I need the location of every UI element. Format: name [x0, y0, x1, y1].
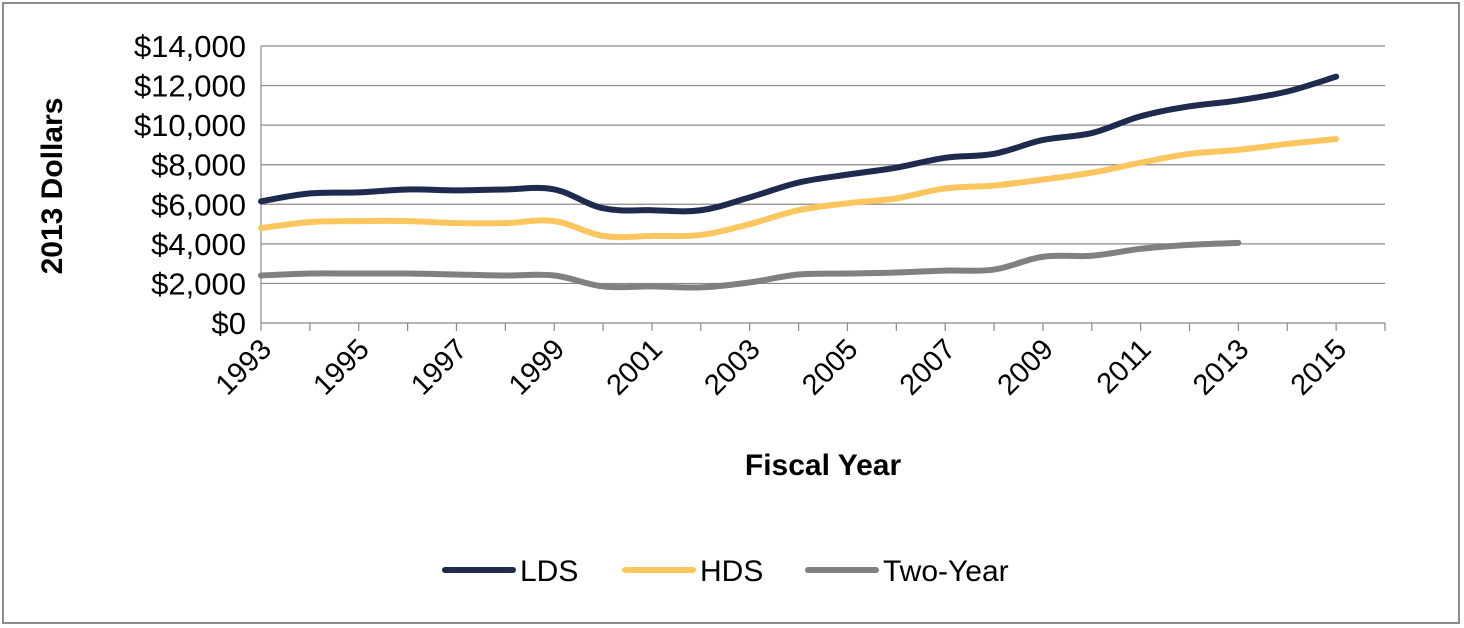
y-axis-title: 2013 Dollars [36, 98, 69, 275]
y-tick-labels: $0 $2,000 $4,000 $6,000 $8,000 $10,000 $12,000… [134, 29, 246, 341]
legend: LDS HDS Two-Year [442, 555, 1009, 588]
y-tick-label: $0 [212, 306, 246, 341]
gridlines [261, 45, 1385, 285]
x-tick-label: 2009 [992, 333, 1060, 401]
x-tick-label: 1999 [503, 333, 571, 401]
x-tick-label: 2001 [601, 333, 669, 401]
y-tick-label: $10,000 [134, 108, 246, 143]
x-tick-label: 1993 [210, 333, 278, 401]
legend-label-lds: LDS [520, 555, 578, 588]
x-axis-title: Fiscal Year [745, 449, 902, 482]
x-tick-label: 2013 [1187, 333, 1255, 401]
series-line-two-year [258, 239, 1242, 291]
x-tick-labels: 1993 1995 1997 1999 2001 2003 2005 2007 2009 2011… [210, 333, 1353, 401]
y-tick-label: $2,000 [151, 266, 246, 301]
legend-label-two-year: Two-Year [883, 555, 1009, 588]
x-tick-label: 2011 [1091, 333, 1158, 400]
legend-label-hds: HDS [700, 555, 763, 588]
y-tick-label: $6,000 [151, 187, 246, 222]
y-tick-label: $14,000 [134, 29, 246, 64]
y-tick-label: $4,000 [151, 227, 246, 262]
x-tick-label: 2003 [698, 333, 766, 401]
y-tick-label: $8,000 [151, 148, 246, 183]
x-tick-label: 2007 [894, 333, 962, 401]
x-tick-label: 2015 [1285, 333, 1353, 401]
y-tick-label: $12,000 [134, 69, 246, 104]
x-tick-label: 2005 [796, 333, 864, 401]
series-line-lds [258, 73, 1340, 215]
series-lines [258, 73, 1340, 291]
x-tick-label: 1997 [405, 333, 473, 401]
x-tick-label: 1995 [307, 333, 375, 401]
series-line-hds [258, 135, 1340, 241]
